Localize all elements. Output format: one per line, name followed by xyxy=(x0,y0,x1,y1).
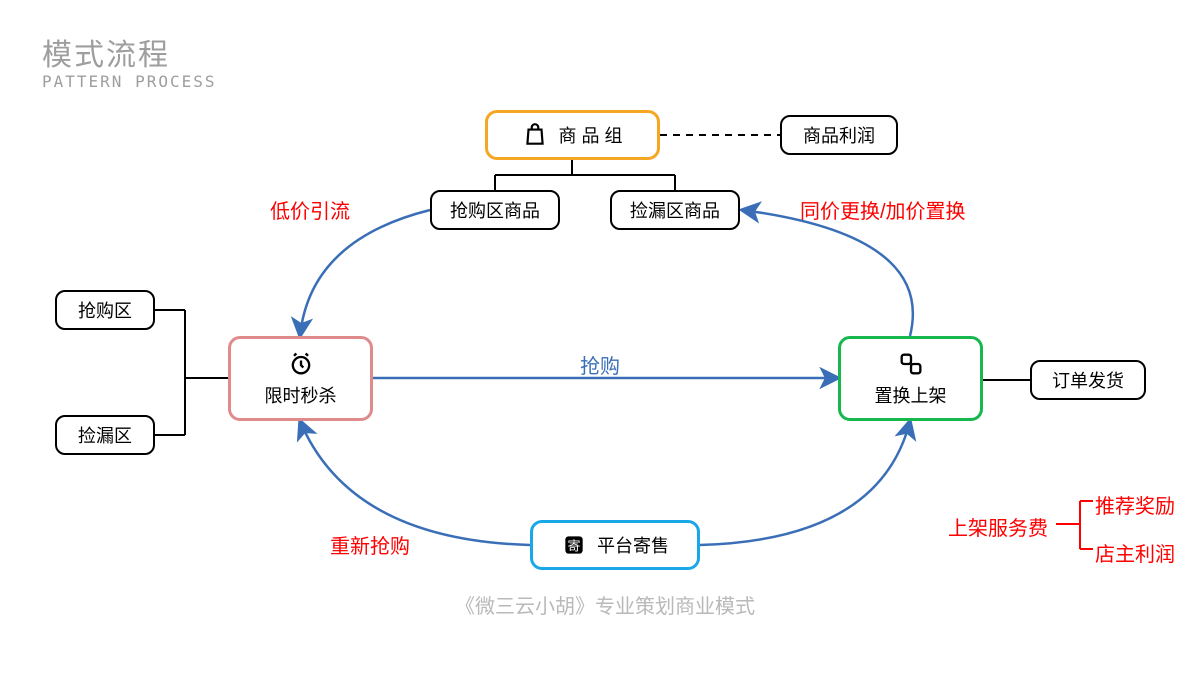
label-re-rush: 重新抢购 xyxy=(330,530,410,559)
label-same-price: 同价更换/加价置换 xyxy=(800,195,966,224)
node-label: 订单发货 xyxy=(1052,367,1124,393)
connectors xyxy=(0,0,1200,674)
node-product-group: 商 品 组 xyxy=(485,110,660,160)
node-replace-list: 置换上架 xyxy=(838,336,983,421)
node-label: 商品利润 xyxy=(803,122,875,148)
node-consign: 寄 平台寄售 xyxy=(530,520,700,570)
node-label: 平台寄售 xyxy=(597,532,669,558)
node-leak-area: 捡漏区 xyxy=(55,415,155,455)
node-rush-area: 抢购区 xyxy=(55,290,155,330)
node-label: 置换上架 xyxy=(875,382,947,408)
diagram-stage: 模式流程 PATTERN PROCESS xyxy=(0,0,1200,674)
label-low-price: 低价引流 xyxy=(270,195,350,224)
clock-icon xyxy=(287,350,315,378)
node-rush-goods: 抢购区商品 xyxy=(430,190,560,230)
node-order-ship: 订单发货 xyxy=(1030,360,1146,400)
node-label: 捡漏区商品 xyxy=(630,197,720,223)
node-label: 抢购区 xyxy=(78,297,132,323)
svg-text:寄: 寄 xyxy=(567,538,580,553)
label-list-fee: 上架服务费 xyxy=(948,512,1048,541)
node-label: 捡漏区 xyxy=(78,422,132,448)
node-flash-sale: 限时秒杀 xyxy=(228,336,373,421)
swap-icon xyxy=(897,350,925,378)
title-cn: 模式流程 xyxy=(42,30,170,74)
bag-icon xyxy=(522,122,548,148)
node-product-profit: 商品利润 xyxy=(780,115,898,155)
title-en: PATTERN PROCESS xyxy=(42,72,217,91)
label-owner-profit: 店主利润 xyxy=(1095,538,1175,567)
label-rush: 抢购 xyxy=(580,350,620,379)
node-leak-goods: 捡漏区商品 xyxy=(610,190,740,230)
node-label: 商 品 组 xyxy=(558,122,622,148)
parcel-icon: 寄 xyxy=(561,532,587,558)
node-label: 限时秒杀 xyxy=(265,382,337,408)
node-label: 抢购区商品 xyxy=(450,197,540,223)
footer-text: 《微三云小胡》专业策划商业模式 xyxy=(455,590,755,619)
label-rec-reward: 推荐奖励 xyxy=(1095,490,1175,519)
